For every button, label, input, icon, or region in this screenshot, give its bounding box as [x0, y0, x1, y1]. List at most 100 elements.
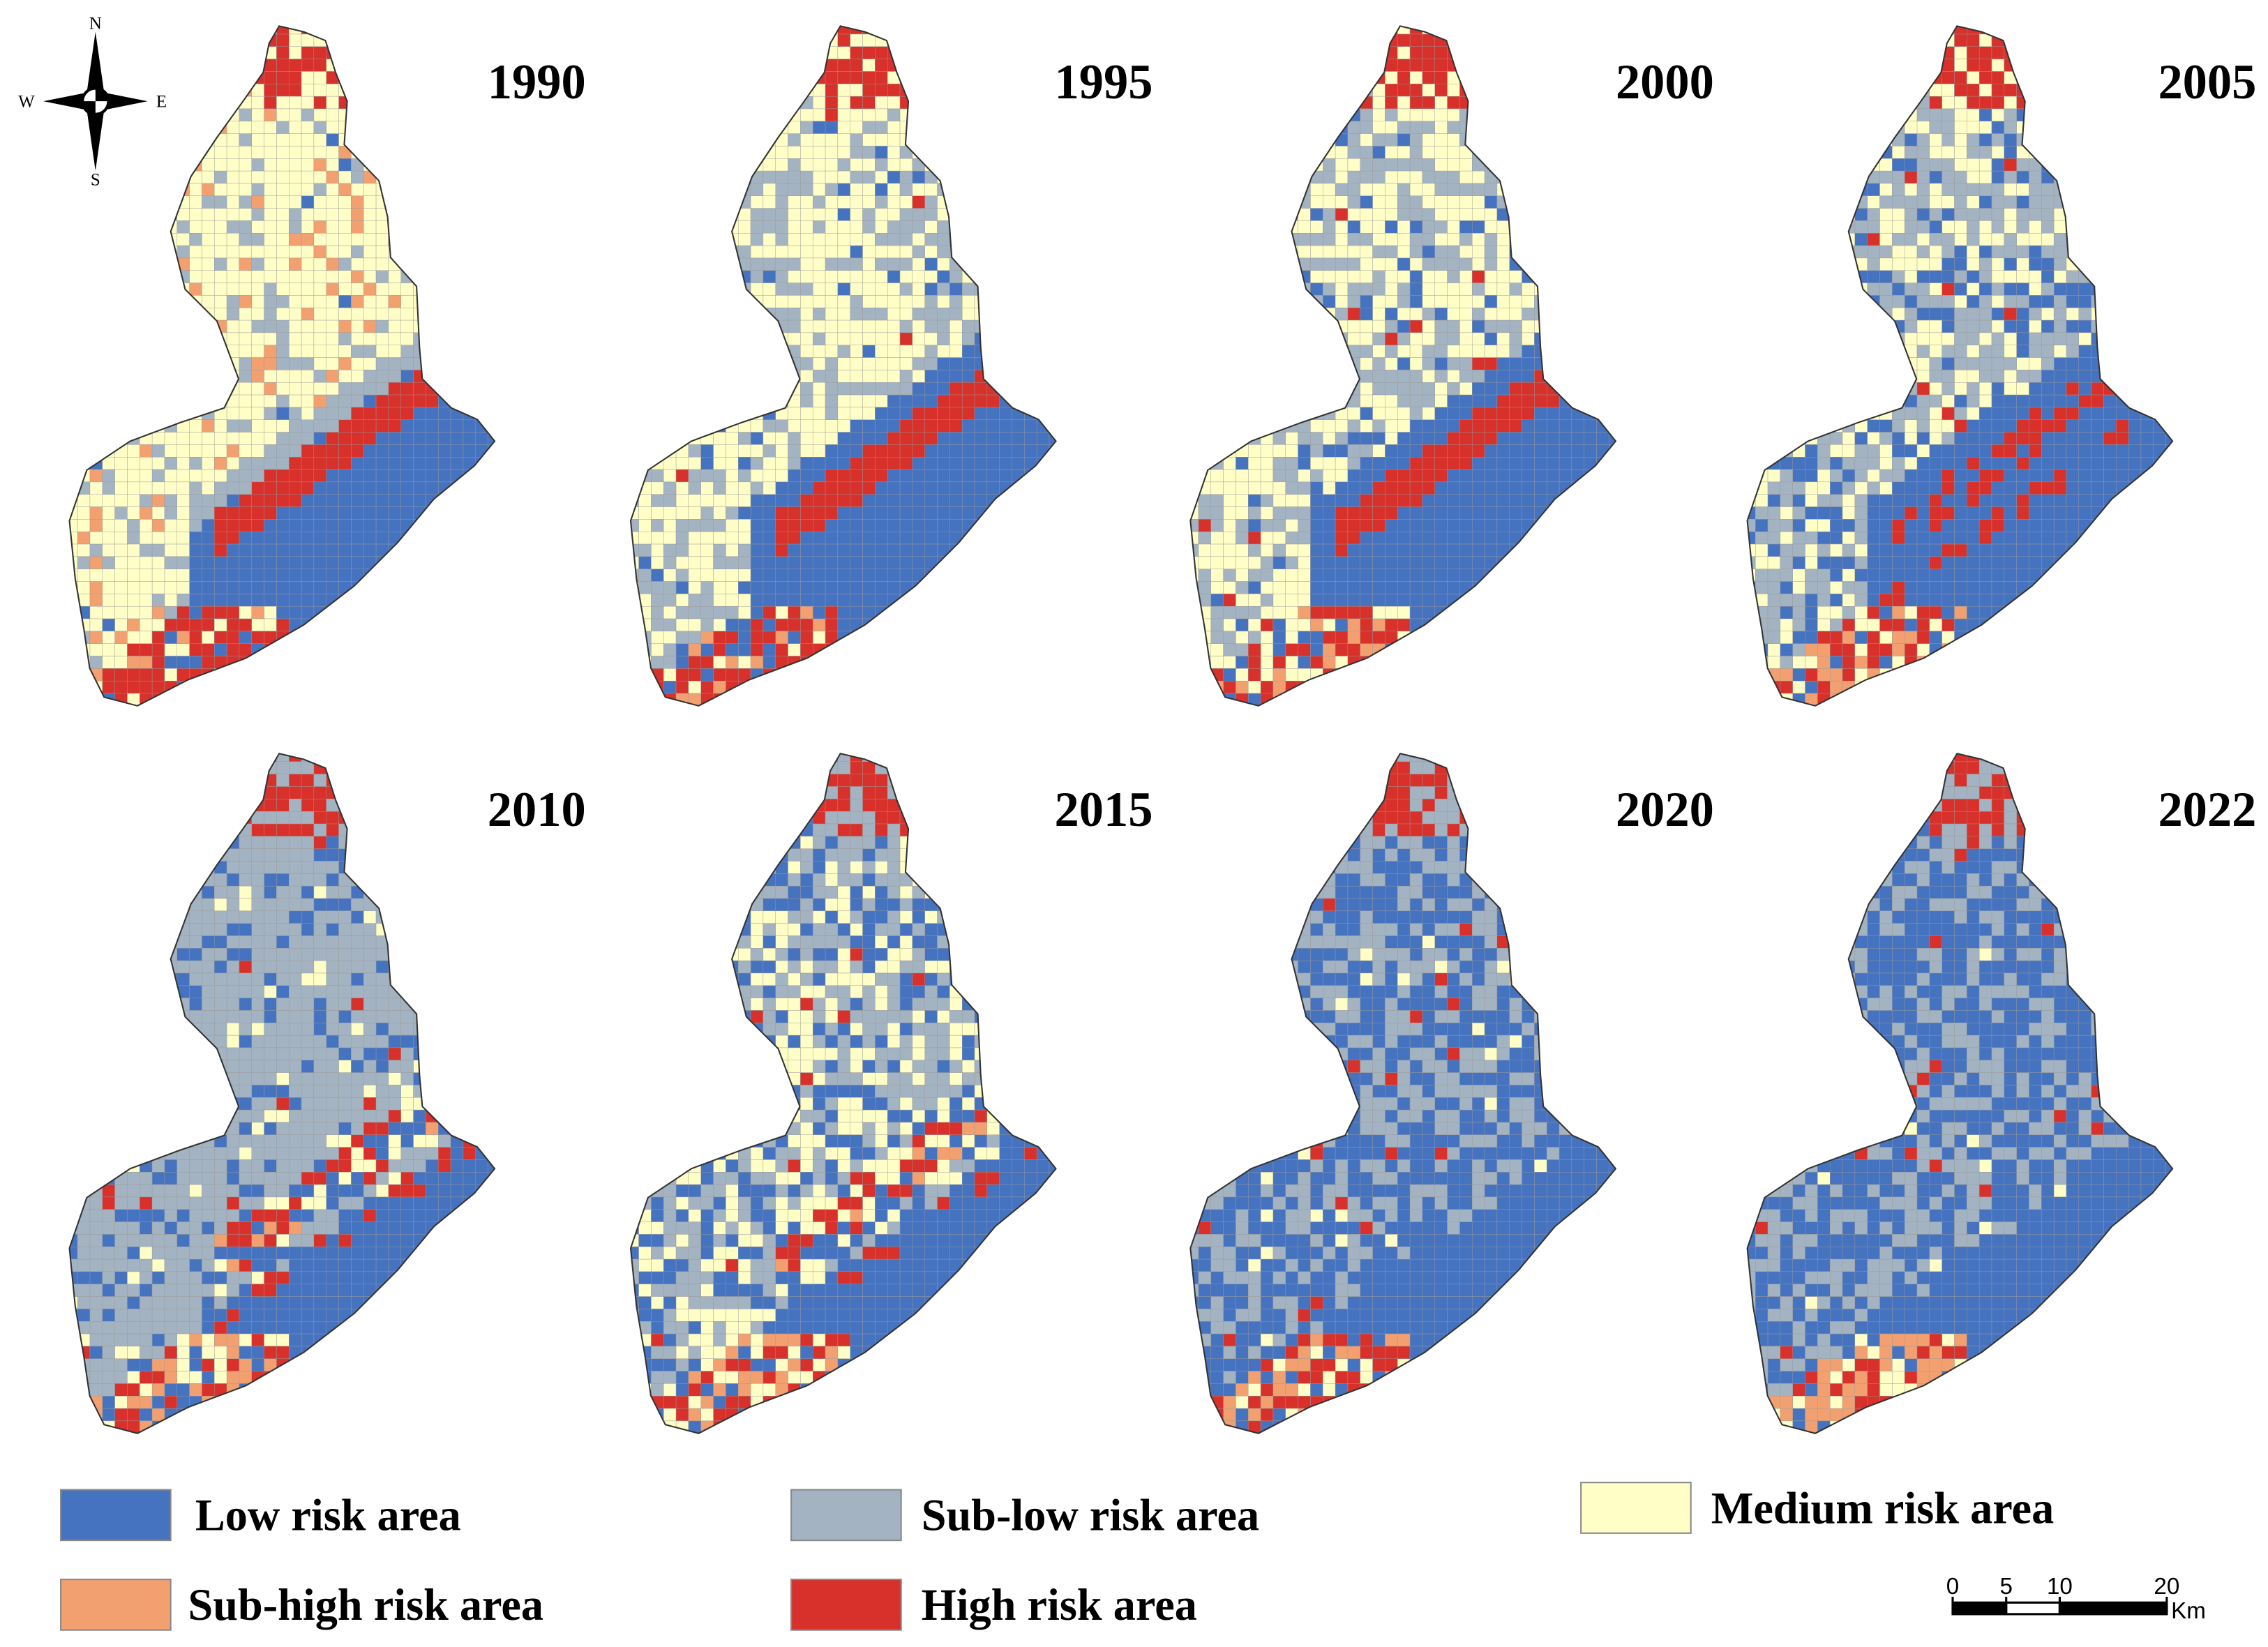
grid-cell	[1310, 195, 1323, 209]
grid-cell	[912, 195, 925, 209]
grid-cell	[1285, 121, 1298, 134]
grid-cell	[1360, 295, 1373, 308]
grid-cell	[500, 395, 513, 407]
grid-cell	[1248, 121, 1261, 134]
grid-cell	[226, 208, 240, 221]
grid-cell	[1360, 33, 1373, 47]
grid-cell	[1190, 631, 1199, 644]
grid-cell	[1310, 357, 1323, 370]
grid-cell	[301, 59, 315, 72]
grid-cell	[289, 705, 302, 706]
grid-cell	[351, 71, 364, 84]
grid-cell	[400, 245, 414, 259]
grid-cell	[313, 419, 326, 433]
grid-cell	[140, 345, 153, 358]
grid-cell	[438, 407, 451, 420]
grid-cell	[301, 680, 315, 694]
grid-cell	[89, 481, 103, 495]
grid-cell	[251, 444, 264, 458]
grid-cell	[1335, 71, 1349, 84]
grid-cell	[475, 618, 488, 632]
grid-cell	[1347, 33, 1360, 47]
grid-cell	[77, 233, 91, 246]
grid-cell	[924, 245, 938, 259]
grid-cell	[726, 84, 739, 97]
grid-cell	[1360, 46, 1373, 59]
grid-cell	[875, 457, 888, 470]
grid-cell	[912, 295, 925, 308]
grid-cell	[1036, 668, 1050, 682]
grid-cell	[630, 308, 639, 321]
grid-cell	[475, 394, 488, 408]
grid-cell	[140, 370, 153, 383]
grid-cell	[986, 693, 1000, 706]
grid-cell	[949, 432, 963, 445]
grid-cell	[1298, 394, 1311, 408]
grid-cell	[775, 283, 788, 296]
grid-cell	[800, 295, 813, 308]
grid-cell	[738, 84, 751, 97]
grid-cell	[875, 432, 888, 445]
grid-cell	[1190, 332, 1199, 345]
grid-cell	[700, 668, 714, 682]
grid-cell	[400, 370, 414, 383]
grid-cell	[1385, 469, 1398, 483]
grid-cell	[713, 295, 726, 308]
grid-cell	[1372, 606, 1385, 619]
grid-cell	[438, 631, 451, 644]
grid-cell	[426, 656, 439, 669]
grid-cell	[788, 394, 801, 408]
grid-cell	[813, 26, 826, 35]
grid-cell	[912, 569, 925, 582]
grid-cell	[189, 220, 202, 234]
grid-cell	[426, 146, 439, 159]
grid-cell	[276, 581, 290, 594]
grid-cell	[651, 146, 664, 159]
grid-cell	[912, 656, 925, 669]
grid-cell	[630, 370, 639, 383]
grid-cell	[1036, 71, 1050, 84]
grid-cell	[450, 382, 464, 396]
grid-cell	[949, 270, 963, 283]
grid-cell	[177, 519, 190, 532]
grid-cell	[413, 457, 426, 470]
grid-cell	[763, 656, 776, 669]
grid-cell	[825, 183, 839, 196]
grid-cell	[1024, 357, 1037, 370]
grid-cell	[638, 419, 652, 433]
grid-cell	[1248, 345, 1261, 358]
grid-cell	[1335, 531, 1349, 545]
grid-cell	[1310, 594, 1323, 607]
grid-cell	[899, 569, 913, 582]
grid-cell	[1298, 33, 1311, 47]
grid-cell	[1285, 158, 1298, 172]
grid-cell	[450, 668, 464, 682]
grid-cell	[775, 705, 788, 706]
cells	[1190, 26, 1616, 706]
grid-cell	[202, 469, 215, 483]
grid-cell	[1347, 457, 1360, 470]
grid-cell	[763, 357, 776, 370]
grid-cell	[651, 569, 664, 582]
grid-cell	[1260, 469, 1274, 483]
grid-cell	[912, 432, 925, 445]
grid-cell	[912, 332, 925, 345]
grid-cell	[488, 668, 495, 682]
grid-cell	[813, 556, 826, 569]
grid-cell	[1012, 693, 1025, 706]
grid-cell	[438, 469, 451, 483]
grid-cell	[726, 543, 739, 557]
grid-cell	[1260, 407, 1274, 420]
grid-cell	[77, 146, 91, 159]
grid-cell	[69, 319, 78, 333]
grid-cell	[651, 543, 664, 557]
grid-cell	[1049, 33, 1056, 47]
grid-cell	[1298, 469, 1311, 483]
grid-cell	[202, 506, 215, 520]
grid-cell	[713, 26, 726, 35]
grid-cell	[788, 183, 801, 196]
grid-cell	[1210, 245, 1224, 259]
grid-cell	[862, 121, 876, 134]
grid-cell	[875, 183, 888, 196]
grid-cell	[239, 357, 252, 370]
